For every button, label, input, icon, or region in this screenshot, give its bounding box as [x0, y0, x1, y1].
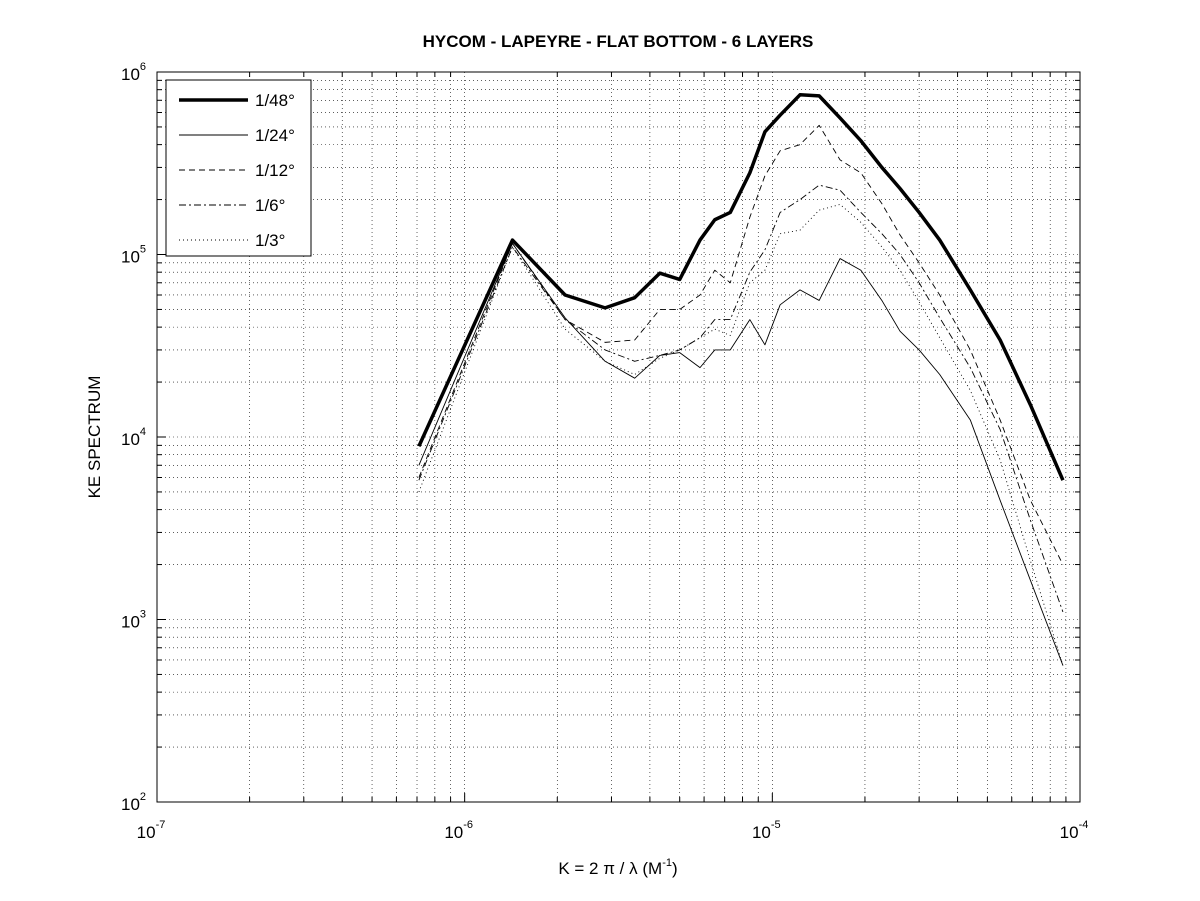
- y-tick-label: 105: [121, 244, 146, 267]
- x-tick-exponent: -7: [156, 819, 166, 831]
- legend-label: 1/3°: [255, 231, 285, 250]
- x-axis-label-text: K = 2 π / λ (M: [558, 859, 662, 878]
- y-tick-label: 102: [121, 791, 146, 814]
- y-tick-label: 103: [121, 609, 146, 632]
- x-tick-exponent: -6: [463, 819, 473, 831]
- x-tick-label: 10-4: [1060, 819, 1089, 842]
- x-tick-base: 10: [752, 823, 771, 842]
- legend-label: 1/24°: [255, 126, 295, 145]
- x-tick-exponent: -5: [771, 819, 781, 831]
- series-line: [418, 124, 1064, 565]
- y-tick-base: 10: [121, 430, 140, 449]
- y-tick-label: 104: [121, 426, 146, 449]
- y-tick-base: 10: [121, 248, 140, 267]
- plot-frame: [156, 71, 1081, 803]
- y-tick-exponent: 2: [140, 791, 146, 803]
- y-tick-exponent: 3: [140, 609, 146, 621]
- y-tick-exponent: 5: [140, 244, 146, 256]
- x-tick-exponent: -4: [1079, 819, 1089, 831]
- x-axis-label-suffix: ): [672, 859, 678, 878]
- y-tick-exponent: 4: [140, 426, 146, 438]
- y-tick-base: 10: [121, 795, 140, 814]
- x-axis-label-exponent: -1: [662, 857, 672, 869]
- legend-label: 1/6°: [255, 196, 285, 215]
- y-tick-label: 106: [121, 61, 146, 84]
- x-tick-label: 10-6: [444, 819, 473, 842]
- legend-label: 1/12°: [255, 161, 295, 180]
- legend-label: 1/48°: [255, 91, 295, 110]
- x-tick-base: 10: [1060, 823, 1079, 842]
- series-line: [417, 93, 1065, 481]
- x-tick-label: 10-7: [137, 819, 166, 842]
- y-axis-label: KE SPECTRUM: [85, 376, 104, 499]
- y-tick-exponent: 6: [140, 61, 146, 73]
- y-tick-base: 10: [121, 65, 140, 84]
- x-axis-label: K = 2 π / λ (M-1): [558, 857, 677, 878]
- series-line: [418, 184, 1064, 613]
- series-line: [418, 242, 1064, 666]
- x-tick-base: 10: [137, 823, 156, 842]
- x-tick-base: 10: [444, 823, 463, 842]
- y-tick-base: 10: [121, 613, 140, 632]
- chart-title: HYCOM - LAPEYRE - FLAT BOTTOM - 6 LAYERS: [423, 32, 814, 51]
- x-tick-label: 10-5: [752, 819, 781, 842]
- legend-box: [165, 79, 312, 257]
